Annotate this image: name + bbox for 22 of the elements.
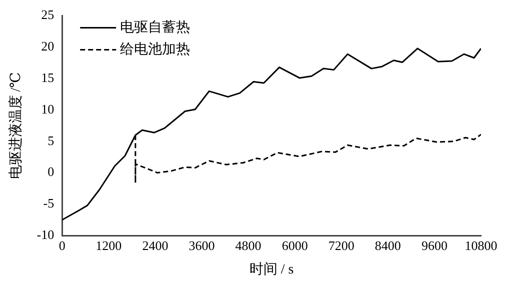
y-tick-label: 15 [41,70,54,86]
x-tick-label: 9600 [421,238,448,253]
y-tick-label: -5 [43,196,54,211]
y-tick-label: 25 [41,7,54,22]
x-tick-label: 3600 [188,238,215,253]
y-tick-label: 20 [41,38,54,54]
y-tick-label: -10 [36,227,54,242]
y-axis-title: 电驱进液温度 /℃ [8,72,24,180]
y-tick-label: 10 [41,101,54,116]
y-tick-label: 5 [48,132,54,148]
x-tick-label: 2400 [142,238,168,253]
x-tick-label: 1200 [96,238,122,253]
x-axis-title: 时间 / s [249,261,294,278]
x-tick-label: 6000 [282,238,308,253]
legend-label: 给电池加热 [120,41,190,58]
x-tick-label: 0 [58,238,66,253]
x-tick-label: 8400 [374,238,401,253]
legend-label: 电驱自蓄热 [120,19,190,36]
x-tick-label: 4800 [235,238,262,253]
y-tick-label: 0 [48,164,54,180]
x-tick-label: 7200 [328,238,354,253]
x-tick-label: 10800 [464,238,498,253]
